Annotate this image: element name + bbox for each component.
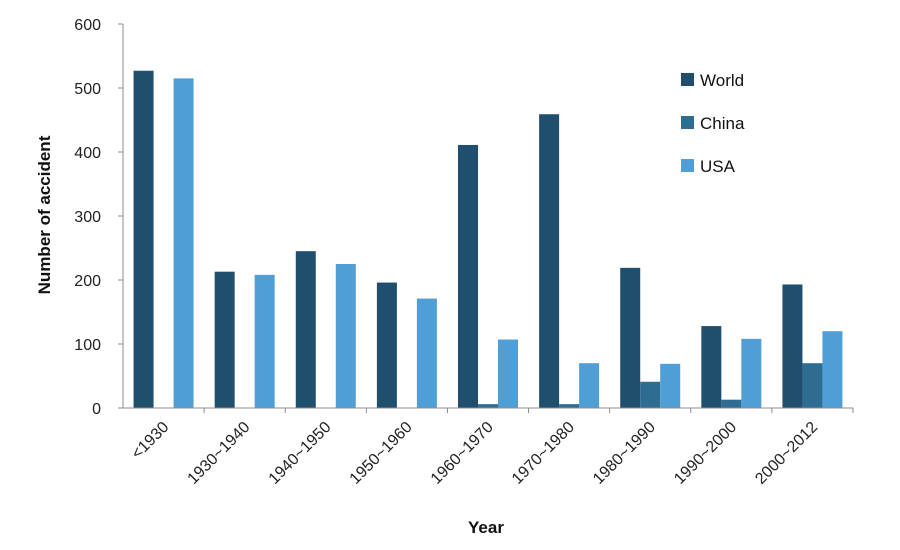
y-tick-label: 100 — [74, 337, 101, 354]
legend-label-usa: USA — [700, 157, 736, 176]
bars-area — [133, 70, 843, 409]
bar-world — [620, 267, 641, 408]
legend-swatch-usa — [681, 159, 694, 172]
bar-usa — [416, 298, 437, 408]
y-axis-title: Number of accident — [35, 135, 54, 294]
x-tick-label: 1930~1940 — [185, 419, 254, 488]
bar-china — [478, 404, 498, 408]
legend: World China USA — [681, 71, 745, 176]
y-tick-label: 400 — [74, 145, 101, 162]
x-axis-title: Year — [468, 518, 504, 537]
bar-usa — [173, 78, 194, 409]
bar-usa — [498, 339, 518, 408]
bar-world — [133, 70, 154, 408]
bar-world — [701, 326, 722, 408]
bar-china — [559, 404, 580, 408]
y-tick-label: 500 — [74, 81, 101, 98]
bar-usa — [254, 274, 275, 408]
x-axis-ticks: <1930 1930~1940 1940~1950 1950~1960 1960~197… — [129, 408, 854, 488]
x-tick-label: <1930 — [129, 419, 173, 463]
x-tick-label: 2000~2012 — [752, 419, 821, 488]
bar-world — [458, 144, 478, 408]
bar-usa — [741, 338, 762, 408]
legend-swatch-world — [681, 73, 694, 86]
bar-china — [802, 363, 823, 408]
y-tick-label: 300 — [74, 209, 101, 226]
bar-usa — [660, 363, 681, 408]
y-tick-label: 600 — [74, 17, 101, 34]
bar-china — [640, 381, 661, 408]
x-tick-label: 1960~1970 — [428, 419, 497, 488]
y-tick-label: 0 — [92, 401, 101, 418]
bar-usa — [579, 363, 600, 408]
bar-world — [539, 114, 560, 409]
legend-swatch-china — [681, 116, 694, 129]
x-tick-label: 1970~1980 — [509, 419, 578, 488]
y-axis-ticks: 0 100 200 300 400 500 600 — [74, 17, 123, 418]
bar-world — [295, 251, 316, 408]
x-tick-label: 1980~1990 — [590, 419, 659, 488]
bar-usa — [335, 264, 356, 408]
bar-usa — [822, 331, 843, 408]
y-tick-label: 200 — [74, 273, 101, 290]
bar-world — [782, 284, 803, 408]
legend-label-china: China — [700, 114, 745, 133]
legend-label-world: World — [700, 71, 744, 90]
bar-world — [214, 271, 235, 408]
x-tick-label: 1990~2000 — [671, 419, 740, 488]
x-tick-label: 1940~1950 — [266, 419, 335, 488]
x-tick-label: 1950~1960 — [347, 419, 416, 488]
bar-china — [721, 399, 742, 408]
bar-world — [376, 282, 397, 408]
